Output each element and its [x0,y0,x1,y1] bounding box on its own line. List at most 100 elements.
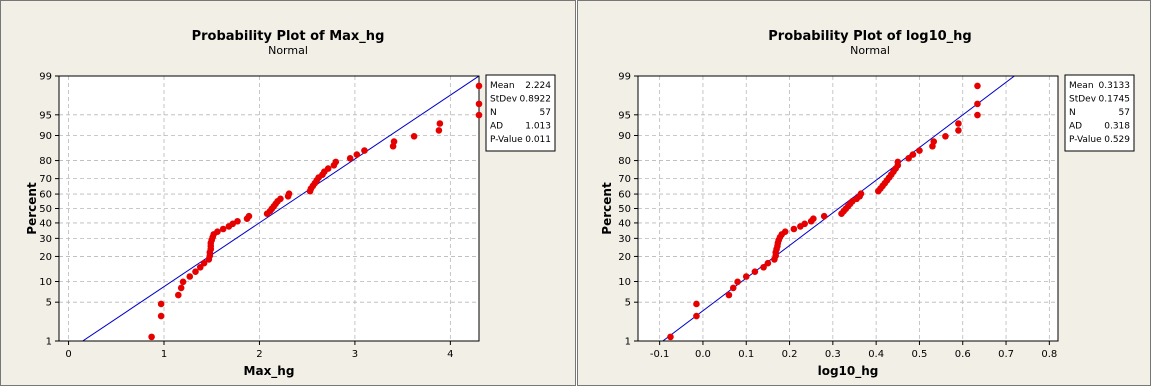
data-point [324,165,332,172]
data-point [916,147,923,154]
x-tick-label: 4 [447,349,453,360]
y-tick-label: 1 [625,337,631,348]
data-point [353,151,361,158]
stat-value: 57 [540,108,551,118]
data-point [192,268,199,275]
data-point [790,225,798,233]
data-point [177,284,185,292]
stat-value: 0.529 [1104,135,1130,145]
x-tick-label: -0.1 [650,349,670,360]
data-point [810,215,817,223]
chart-title: Probability Plot of Max_hg [192,29,385,44]
data-point [219,225,227,233]
data-point [475,100,483,108]
stat-label: Mean [490,81,515,91]
data-point [285,190,293,198]
data-point [781,228,789,235]
stat-value: 0.3133 [1099,81,1131,91]
y-tick-label: 95 [618,110,631,121]
data-point [955,127,962,134]
data-point [760,263,767,271]
data-point [346,155,354,162]
chart-subtitle: Normal [268,44,308,57]
data-point [909,151,917,158]
y-tick-label: 99 [39,72,52,83]
probability-plot-panel-max-hg: Probability Plot of Max_hg Normal 1 5 10 20 30… [0,0,576,386]
plot-frame [637,75,1059,342]
data-point [157,300,165,308]
data-point [332,158,340,166]
data-point [894,158,902,166]
x-tick-label: 0 [65,349,71,360]
data-point [820,212,828,220]
y-tick-label: 50 [39,204,52,215]
y-tick-label: 30 [39,234,52,245]
y-tick-label: 90 [39,131,52,142]
x-tick-label: 0.2 [782,349,798,360]
data-point [361,147,368,154]
y-tick-label: 10 [618,277,631,288]
x-tick-label: 0.6 [955,349,971,360]
probability-plot-panel-log10-hg: Probability Plot of log10_hg Normal 1 5 10 20… [577,0,1151,386]
stat-label: StDev [1069,95,1097,105]
y-tick-label: 5 [625,298,631,309]
y-tick-label: 80 [39,156,52,167]
stat-label: StDev [490,95,518,105]
data-point [214,228,221,235]
stat-value: 0.011 [525,135,551,145]
data-point [764,259,772,267]
fitted-line [662,76,1016,341]
y-tick-label: 1 [46,337,52,348]
stat-value: 0.8922 [520,95,552,105]
data-point [148,333,155,341]
y-tick-label: 70 [618,174,631,185]
y-tick-label: 60 [39,190,52,201]
stat-label: AD [490,122,503,132]
y-tick-label: 50 [618,204,631,215]
x-tick-label: 0.7 [998,349,1014,360]
data-point [693,300,700,308]
stat-value: 1.013 [525,122,551,132]
x-tick-label: 0.0 [695,349,711,360]
data-point [974,82,981,90]
x-tick-label: 2 [256,349,262,360]
data-point [801,220,809,228]
probability-plot-chart-max-hg: Probability Plot of Max_hgNormal15102030… [25,29,556,379]
data-point [751,268,759,275]
data-point [436,120,444,127]
data-point [729,284,737,292]
stat-value: 0.318 [1104,122,1130,132]
stat-value: 0.1745 [1099,95,1131,105]
data-point [435,127,443,134]
x-axis-label: Max_hg [244,364,295,379]
fitted-line [81,76,479,341]
plot-frame [58,75,480,342]
y-tick-label: 99 [618,72,631,83]
x-tick-label: 0.8 [1041,349,1057,360]
x-tick-label: 3 [352,349,358,360]
x-tick-label: 0.5 [911,349,927,360]
stat-label: P-Value [490,135,523,145]
data-point [410,133,418,140]
data-point [905,155,912,162]
data-point [179,278,187,286]
data-point [186,273,194,280]
data-point [693,312,700,320]
data-point [942,133,949,140]
data-point [475,82,483,90]
data-point [234,217,241,225]
y-tick-label: 60 [618,190,631,201]
data-point [200,259,208,267]
stat-label: P-Value [1069,135,1102,145]
y-tick-label: 20 [618,252,631,263]
data-point [930,138,938,145]
stats-box [485,74,556,152]
y-axis-label: Percent [25,182,39,235]
data-point [857,190,865,198]
data-point [955,120,962,127]
stat-value: 57 [1119,108,1130,118]
x-tick-label: 1 [161,349,167,360]
stats-box [1064,74,1135,152]
data-point [157,312,165,320]
